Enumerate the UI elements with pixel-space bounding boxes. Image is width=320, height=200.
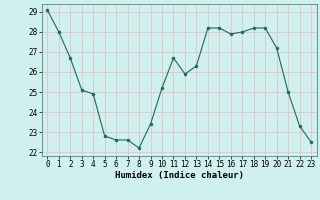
- X-axis label: Humidex (Indice chaleur): Humidex (Indice chaleur): [115, 171, 244, 180]
